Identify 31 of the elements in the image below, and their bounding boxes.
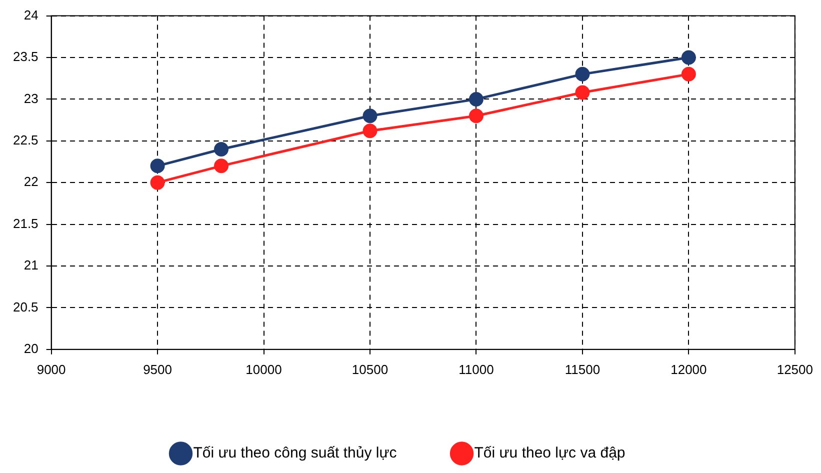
x-tick-label: 9000 bbox=[36, 362, 66, 377]
y-tick-label: 23 bbox=[24, 90, 38, 106]
y-tick-label: 22 bbox=[24, 174, 38, 190]
y-tick-label: 21.5 bbox=[12, 216, 38, 231]
point bbox=[575, 85, 590, 100]
legend-label: Tối ưu theo công suất thủy lực bbox=[193, 444, 398, 462]
x-tick-label: 12500 bbox=[776, 362, 814, 377]
point bbox=[362, 108, 378, 124]
point bbox=[681, 66, 696, 82]
point bbox=[214, 142, 229, 156]
point bbox=[575, 66, 590, 82]
y-tick-label: 20.5 bbox=[12, 299, 38, 314]
y-tick-label: 21 bbox=[24, 258, 38, 273]
x-tick-label: 9500 bbox=[143, 362, 172, 377]
x-tick-label: 11000 bbox=[458, 362, 494, 377]
x-tick-label: 10500 bbox=[352, 362, 388, 377]
x-tick-label: 11500 bbox=[564, 362, 600, 377]
point bbox=[150, 175, 165, 190]
point bbox=[150, 158, 165, 174]
point bbox=[468, 92, 484, 106]
point bbox=[681, 50, 696, 65]
y-tick-label: 24 bbox=[24, 7, 38, 22]
point bbox=[362, 124, 378, 138]
point bbox=[468, 108, 484, 124]
legend-label: Tối ưu theo lực va đập bbox=[474, 444, 626, 462]
y-tick-label: 23.5 bbox=[12, 49, 38, 64]
point bbox=[214, 158, 229, 174]
y-tick-label: 20 bbox=[24, 340, 38, 356]
y-tick-label: 22.5 bbox=[12, 132, 38, 148]
x-tick-label: 10000 bbox=[246, 362, 282, 377]
x-tick-label: 12000 bbox=[670, 362, 707, 377]
